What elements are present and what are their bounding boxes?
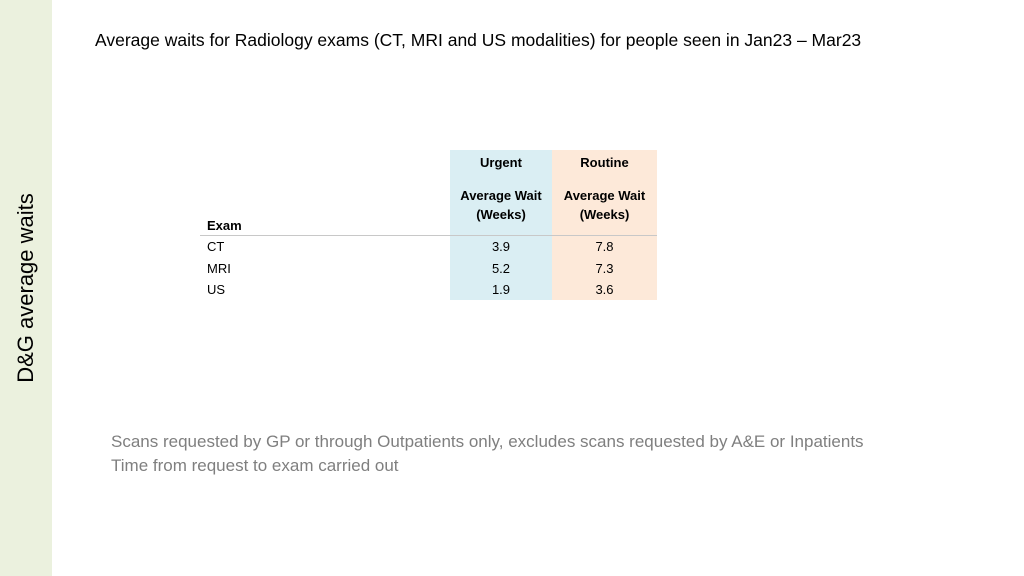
footnote-scope: Scans requested by GP or through Outpati…	[111, 432, 864, 451]
exam-name: CT	[207, 239, 225, 254]
routine-column-bg	[552, 150, 657, 300]
urgent-wait-value: 1.9	[491, 282, 511, 297]
routine-column-header-line1: Average Wait	[563, 188, 646, 203]
routine-wait-value: 7.3	[595, 261, 614, 276]
routine-wait-value: 7.8	[595, 239, 614, 254]
exam-name: MRI	[207, 261, 231, 276]
urgent-wait-value: 5.2	[491, 261, 511, 276]
routine-wait-value: 3.6	[595, 282, 614, 297]
exam-name: US	[207, 282, 226, 297]
urgent-column-bg	[450, 150, 552, 300]
urgent-column-header-line1: Average Wait	[460, 188, 542, 203]
table-row: CT 3.9 7.8	[0, 239, 700, 260]
routine-column-header-line2: (Weeks)	[579, 207, 630, 222]
sidebar: D&G average waits	[0, 0, 52, 576]
footnote-definition: Time from request to exam carried out	[111, 456, 399, 475]
exam-column-header: Exam	[207, 218, 242, 233]
routine-group-header: Routine	[580, 155, 629, 170]
urgent-group-header: Urgent	[480, 155, 522, 170]
routine-column-header: Average Wait (Weeks)	[552, 186, 657, 224]
table-row: MRI 5.2 7.3	[0, 261, 700, 282]
table-row: US 1.9 3.6	[0, 282, 700, 303]
urgent-column-header-line2: (Weeks)	[476, 207, 526, 222]
header-divider	[200, 235, 657, 236]
urgent-column-header: Average Wait (Weeks)	[450, 186, 552, 224]
urgent-wait-value: 3.9	[491, 239, 511, 254]
page-title: Average waits for Radiology exams (CT, M…	[95, 30, 862, 50]
